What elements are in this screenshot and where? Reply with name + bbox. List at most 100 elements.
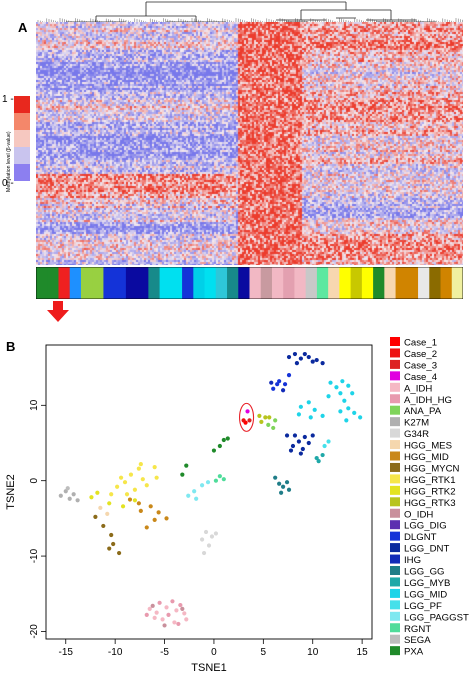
data-point-lgg-paggst [186,493,191,498]
data-point-lgg-mid [334,385,339,390]
x-tick-label: -10 [108,647,123,658]
data-point-lgg-pf [326,439,331,444]
annotation-segment [339,267,352,299]
data-point-ana-pa [271,425,276,431]
data-point-k27m [75,498,80,503]
legend-swatch [390,531,400,541]
data-point-rgnt [221,477,226,482]
data-point-lgg-dnt [298,356,303,361]
data-point-pxa [221,437,226,443]
data-point-dlgnt [275,382,280,387]
data-point-lgg-dnt [314,357,319,363]
data-point-hgg-rtk2 [120,504,126,509]
legend-swatch [390,405,400,415]
legend-label: LGG_GG [404,567,445,578]
legend-label: G34R [404,429,429,440]
data-point-pxa [217,443,222,449]
legend-swatch [390,440,400,450]
annotation-segment [125,267,138,299]
data-point-a-idh [182,611,187,616]
data-point-g34r [209,534,215,539]
data-point-hgg-rtk3 [263,415,268,420]
legend-label: HGG_RTK1 [404,475,456,486]
data-point-a-idh-hg [166,612,171,617]
x-tick-label: -15 [59,647,74,658]
data-point-lgg-mid [326,394,331,399]
scale-top-label: 1 - [2,94,14,105]
data-point-lgg-dnt [302,351,307,357]
legend-label: K27M [404,418,429,429]
legend-label: Case_1 [404,338,437,349]
legend-swatch [390,474,400,484]
data-point-sega [65,486,70,491]
data-point-lgg-dnt [298,451,303,456]
data-point-lgg-mid [306,400,311,405]
annotation-segment [204,267,217,299]
data-point-dlgnt [277,379,282,384]
data-point-g34r [199,537,205,542]
annotation-segment [418,267,430,299]
legend-label: PXA [404,647,424,658]
data-point-hgg-mid [127,497,133,502]
data-point-lgg-dnt [294,360,300,366]
annotation-segment [361,267,374,299]
data-point-hgg-rtk3 [267,415,272,420]
data-point-hgg-rtk1 [132,487,138,492]
data-point-g34r [203,529,209,535]
data-point-dlgnt [271,386,276,391]
data-point-a-idh [184,617,189,622]
data-point-lgg-dnt [310,433,315,438]
annotation-segment [182,267,194,299]
x-tick-label: -5 [160,647,169,658]
data-point-lgg-mid [350,391,355,396]
data-point-hgg-mycn [117,550,122,556]
legend-swatch [390,337,400,346]
data-point-lgg-dnt [320,360,325,366]
data-point-hgg-rtk1 [118,475,124,480]
data-point-lgg-mid [312,407,317,412]
data-point-lgg-paggst [199,483,205,488]
data-point-lgg-dnt [310,359,315,364]
scale-swatch [14,130,30,147]
annotation-segment [328,267,340,299]
legend-swatch [390,348,400,358]
annotation-segment [36,267,48,299]
annotation-segment [114,267,127,299]
data-point-dlgnt [282,382,288,387]
data-point-k27m [67,496,72,501]
legend-label: Case_3 [404,360,437,371]
scale-swatch [14,164,30,181]
legend-label: LGG_DNT [404,544,449,555]
data-point-rgnt [217,474,222,479]
data-point-hgg-mid [144,525,149,530]
data-point-lgg-dnt [290,443,296,449]
data-point-o-idh [150,603,155,608]
data-point-o-idh [180,606,185,611]
data-point-g34r [206,543,212,548]
data-point-lgg-mid [340,379,345,384]
data-point-lgg-mid [358,415,363,420]
scale-bottom-label: 0 - [2,178,14,189]
legend-swatch [390,394,400,404]
legend-swatch [390,428,400,438]
data-point-hgg-mes [105,511,110,516]
data-point-hgg-rtk1 [154,475,159,480]
data-point-pxa [211,448,217,453]
annotation-segment [260,267,273,299]
data-point-lgg-mid [308,415,313,420]
data-point-lgg-mid [298,404,303,409]
data-point-lgg-mid [346,406,351,411]
annotation-segment [429,267,442,299]
data-point-case-3 [247,418,252,423]
data-point-case-2 [241,418,246,423]
legend-swatch [390,417,400,427]
annotation-segment [238,267,250,299]
legend-swatch [390,600,400,610]
scale-swatch [14,96,30,113]
legend-label: IHG [404,555,421,566]
legend-label: LGG_PAGGST [404,612,469,623]
y-tick-label: 10 [29,399,40,411]
data-point-hgg-mycn [107,546,112,551]
data-point-lgg-dnt [288,448,294,453]
data-point-hgg-mycn [111,541,116,547]
